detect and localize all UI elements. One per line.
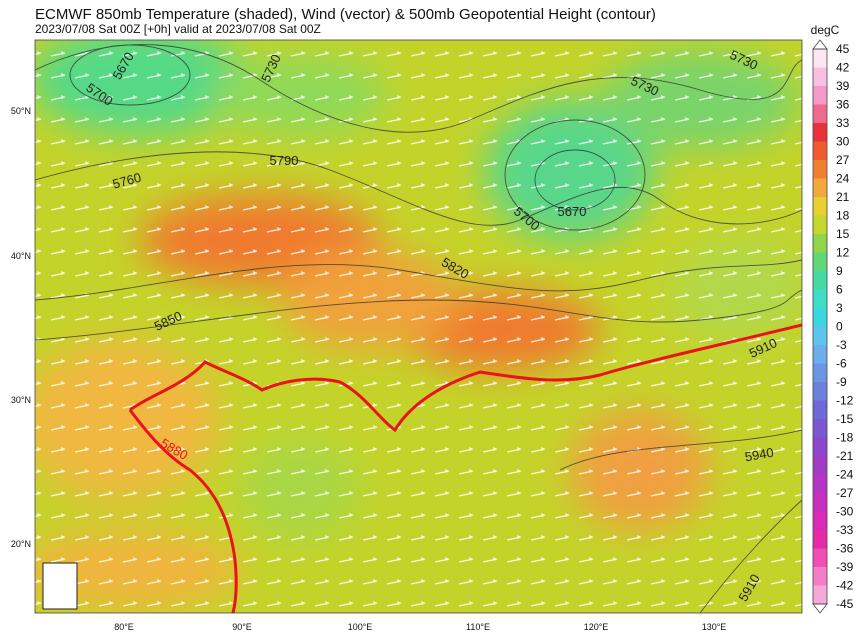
title: ECMWF 850mb Temperature (shaded), Wind (… <box>35 6 656 23</box>
colorbar-label: -27 <box>836 486 854 500</box>
contour-label: 5760 <box>111 170 143 192</box>
contour-label: 5790 <box>270 153 299 168</box>
colorbar-segment <box>813 567 827 586</box>
colorbar-segment <box>813 511 827 531</box>
colorbar-label: 39 <box>836 79 850 93</box>
colorbar-top-cap <box>812 39 828 50</box>
colorbar-segment <box>813 345 827 364</box>
lat-label: 50°N <box>11 106 31 116</box>
colorbar-label: -30 <box>836 505 854 519</box>
lon-label: 110°E <box>466 622 490 632</box>
colorbar-label: -45 <box>836 597 854 611</box>
subtitle: 2023/07/08 Sat 00Z [+0h] valid at 2023/0… <box>35 22 321 36</box>
lon-label: 100°E <box>348 622 373 632</box>
colorbar-label: 3 <box>836 301 843 315</box>
colorbar-segment <box>813 382 827 401</box>
colorbar-label: -42 <box>836 579 854 593</box>
colorbar-label: -12 <box>836 394 854 408</box>
colorbar-label: 6 <box>836 283 843 297</box>
colorbar-label: 30 <box>836 135 850 149</box>
lon-label: 80°E <box>114 622 134 632</box>
lon-label: 130°E <box>702 622 727 632</box>
contour-label: 5940 <box>744 445 775 465</box>
colorbar-segment <box>813 363 827 383</box>
colorbar-segment <box>813 437 827 457</box>
colorbar-segment <box>813 419 827 438</box>
colorbar-segment <box>813 123 827 142</box>
colorbar-label: -33 <box>836 523 854 537</box>
colorbar-segment <box>813 493 827 512</box>
map-frame <box>34 39 803 614</box>
colorbar-segment <box>813 548 827 568</box>
colorbar-label: 45 <box>836 42 850 56</box>
lon-label: 120°E <box>584 622 609 632</box>
colorbar-unit: degC <box>811 23 840 37</box>
colorbar-segment <box>813 141 827 161</box>
colorbar-segment <box>813 271 827 290</box>
colorbar-label: 18 <box>836 209 850 223</box>
colorbar-segment <box>813 104 827 124</box>
colorbar-segment <box>813 67 827 87</box>
colorbar-label: -3 <box>836 338 847 352</box>
colorbar-segment <box>813 400 827 420</box>
colorbar-segment <box>813 197 827 216</box>
colorbar-label: -6 <box>836 357 847 371</box>
colorbar-segment <box>813 289 827 309</box>
colorbar-segment <box>813 215 827 235</box>
colorbar-segment <box>813 49 827 68</box>
colorbar-segment <box>813 456 827 475</box>
colorbar-segment <box>813 326 827 346</box>
colorbar-segment <box>813 160 827 179</box>
colorbar-label: 27 <box>836 153 850 167</box>
colorbar-label: 36 <box>836 98 850 112</box>
contour-label: 5670 <box>558 204 587 219</box>
lat-label: 20°N <box>11 539 31 549</box>
map-area <box>35 40 802 613</box>
colorbar-label: -21 <box>836 449 854 463</box>
colorbar-label: 42 <box>836 61 850 75</box>
colorbar-segment <box>813 474 827 494</box>
colorbar-label: 15 <box>836 227 850 241</box>
colorbar-segment <box>813 530 827 549</box>
lat-label: 30°N <box>11 395 31 405</box>
colorbar-segment <box>813 86 827 105</box>
colorbar-label: -15 <box>836 412 854 426</box>
colorbar-label: -36 <box>836 542 854 556</box>
colorbar-label: -24 <box>836 468 854 482</box>
colorbar-label: 21 <box>836 190 850 204</box>
colorbar-label: 24 <box>836 172 850 186</box>
colorbar-segment <box>813 308 827 327</box>
colorbar-segment <box>813 178 827 198</box>
colorbar-label: -9 <box>836 375 847 389</box>
colorbar-segment <box>813 234 827 253</box>
colorbar-segment <box>813 252 827 272</box>
colorbar-label: 0 <box>836 320 843 334</box>
colorbar-label: -39 <box>836 560 854 574</box>
colorbar-label: 12 <box>836 246 850 260</box>
colorbar-label: -18 <box>836 431 854 445</box>
colorbar-frame <box>812 48 828 605</box>
colorbar-segment <box>813 585 827 605</box>
lon-label: 90°E <box>232 622 252 632</box>
colorbar-label: 33 <box>836 116 850 130</box>
lat-label: 40°N <box>11 251 31 261</box>
colorbar-label: 9 <box>836 264 843 278</box>
colorbar-bottom-cap <box>812 603 828 614</box>
